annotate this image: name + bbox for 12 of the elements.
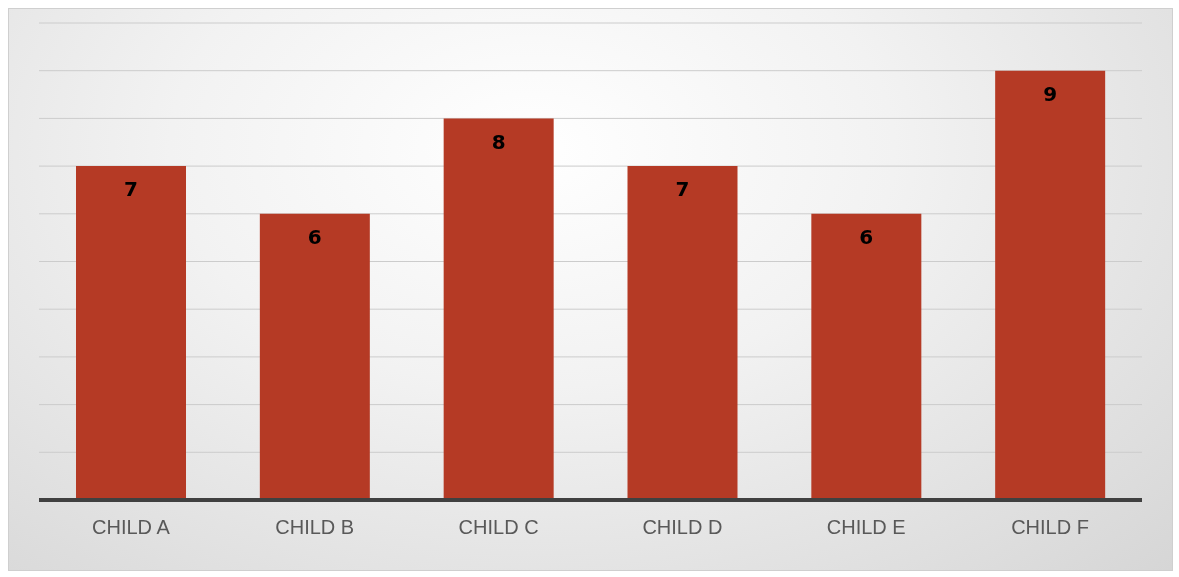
data-label: 6 — [859, 225, 874, 249]
x-tick-label: CHILD B — [275, 516, 355, 539]
x-tick-label: CHILD E — [826, 516, 906, 539]
data-label: 7 — [675, 177, 690, 202]
x-tick-label: CHILD D — [642, 516, 723, 539]
data-label: 9 — [1043, 81, 1058, 106]
data-label: 8 — [491, 129, 506, 154]
x-tick-label: CHILD C — [458, 516, 539, 539]
x-tick-label: CHILD A — [92, 516, 171, 539]
x-tick-label: CHILD F — [1011, 516, 1089, 539]
data-label: 6 — [307, 225, 322, 249]
data-label: 7 — [124, 177, 138, 202]
